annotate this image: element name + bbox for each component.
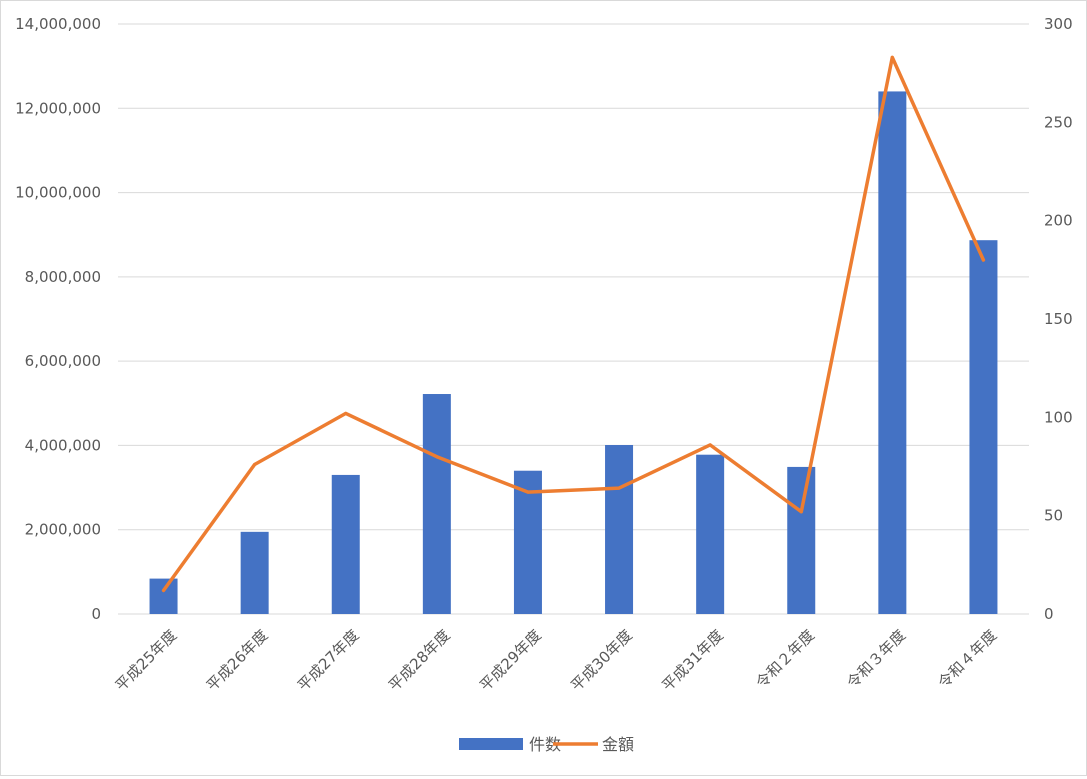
- right-axis-tick-label: 250: [1044, 113, 1073, 131]
- category-label: 令和４年度: [935, 626, 1001, 692]
- right-axis-ticks: 0 50 100 150 200 250 300: [1044, 15, 1073, 623]
- category-label: 令和２年度: [752, 626, 818, 692]
- line-point: [617, 486, 621, 490]
- category-label: 令和３年度: [843, 626, 909, 692]
- category-label: 平成31年度: [658, 626, 727, 695]
- bar: [605, 445, 634, 614]
- category-label: 平成28年度: [385, 626, 454, 695]
- bar: [513, 470, 542, 614]
- legend-swatch-bar: [459, 738, 523, 750]
- right-axis-tick-label: 100: [1044, 408, 1073, 426]
- bar: [878, 91, 907, 614]
- left-axis-tick-label: 12,000,000: [15, 99, 101, 117]
- right-axis-tick-label: 50: [1044, 507, 1063, 525]
- right-axis-tick-label: 200: [1044, 212, 1073, 230]
- line-point: [799, 510, 803, 514]
- line-point: [435, 455, 439, 459]
- left-axis-ticks: 0 2,000,000 4,000,000 6,000,000 8,000,000 10,…: [15, 15, 101, 623]
- series-line: [161, 55, 986, 593]
- bar: [969, 240, 998, 614]
- category-axis-labels: 平成25年度 平成26年度 平成27年度 平成28年度 平成29年度 平成30年度 平成31…: [112, 626, 1001, 695]
- left-axis-tick-label: 14,000,000: [15, 15, 101, 33]
- line-point: [981, 258, 985, 262]
- right-axis-tick-label: 300: [1044, 15, 1073, 33]
- bar: [331, 474, 360, 614]
- bar: [787, 466, 816, 614]
- line-point: [253, 463, 257, 467]
- right-axis-tick-label: 0: [1044, 605, 1054, 623]
- legend-label: 件数: [529, 735, 561, 754]
- left-axis-tick-label: 8,000,000: [25, 268, 101, 286]
- category-label: 平成25年度: [112, 626, 181, 695]
- gridlines: [118, 23, 1029, 615]
- bar-series: [149, 91, 998, 614]
- left-axis-tick-label: 4,000,000: [25, 436, 101, 454]
- category-label: 平成30年度: [567, 626, 636, 695]
- line-point: [162, 588, 166, 592]
- line-point: [708, 443, 712, 447]
- bar: [422, 394, 451, 614]
- bar: [149, 578, 178, 614]
- line-series: [161, 55, 986, 593]
- left-axis-tick-label: 10,000,000: [15, 184, 101, 202]
- right-axis-tick-label: 150: [1044, 310, 1073, 328]
- line-point: [344, 411, 348, 415]
- legend: 件数 金額: [459, 735, 634, 754]
- category-label: 平成27年度: [294, 626, 363, 695]
- category-label: 平成29年度: [476, 626, 545, 695]
- bar: [240, 531, 269, 614]
- left-axis-tick-label: 0: [91, 605, 101, 623]
- line-point: [526, 490, 530, 494]
- line-point: [890, 55, 894, 59]
- legend-label: 金額: [602, 735, 634, 754]
- left-axis-tick-label: 6,000,000: [25, 352, 101, 370]
- left-axis-tick-label: 2,000,000: [25, 521, 101, 539]
- category-label: 平成26年度: [203, 626, 272, 695]
- bar: [696, 454, 725, 614]
